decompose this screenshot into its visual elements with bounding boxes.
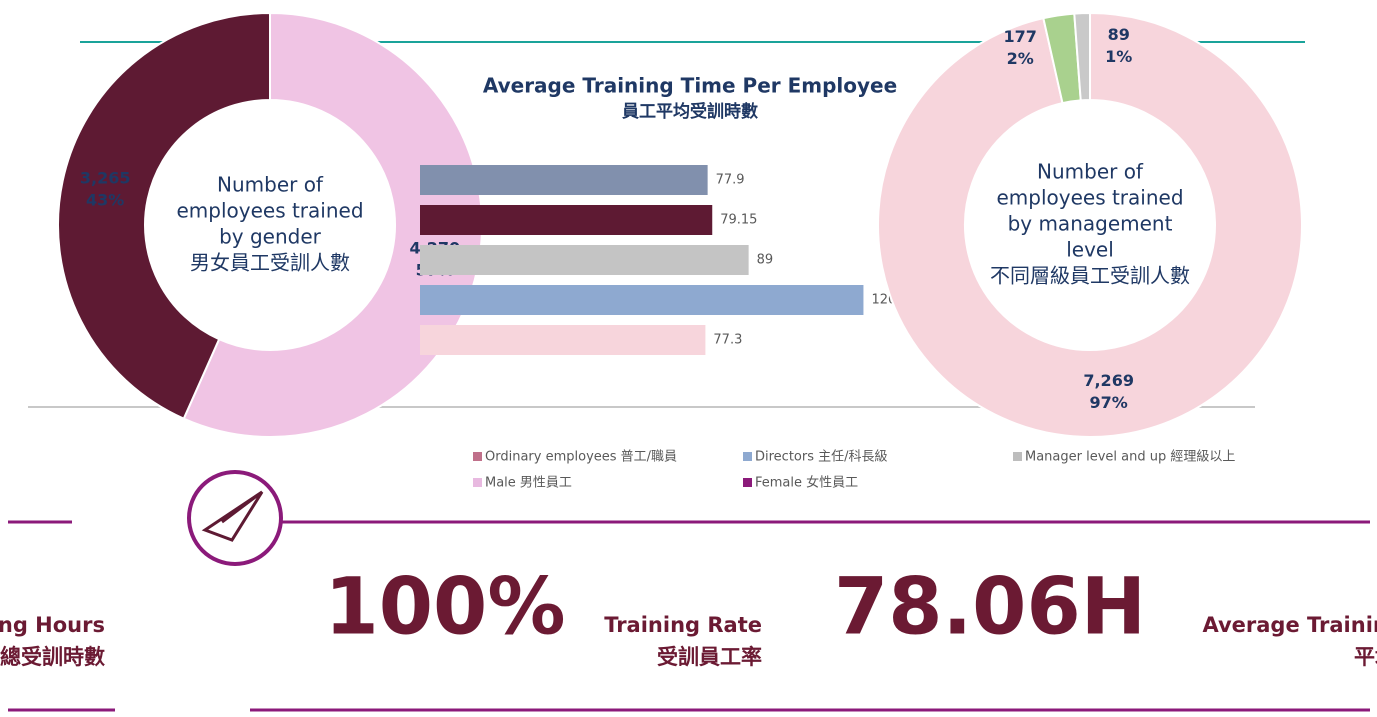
donut-slice [1073,11,1091,102]
kpi-label-zh: 平均受訓時數 [1354,645,1377,669]
donut-title: 不同層級員工受訓人數 [990,264,1190,288]
kpi-label: Training Rate [604,613,762,637]
donut-title: 男女員工受訓人數 [190,251,350,275]
kpi-label: Total Training Hours [0,613,105,637]
donut-title: employees trained [996,186,1183,210]
legend-swatch [473,452,482,461]
bar [420,205,713,235]
bar-value: 77.3 [713,333,742,348]
kpi-value: 100% [325,562,566,652]
donut-title: level [1066,238,1114,262]
legend-label: Ordinary employees 普工/職員 [485,450,677,465]
bar-subtitle: 員工平均受訓時數 [621,101,758,122]
legend-swatch [473,478,482,487]
bar [420,325,706,355]
legend-label: Male 男性員工 [485,476,572,491]
donut-title: Number of [1037,160,1144,184]
slice-value: 7,269 [1083,371,1134,390]
donut-title: employees trained [176,199,363,223]
kpi-label: Average Training Hours [1202,613,1377,637]
bar-title: Average Training Time Per Employee [483,74,897,98]
slice-value: 89 [1108,25,1130,44]
slice-value: 3,265 [80,168,131,187]
plane-icon [187,470,283,566]
bar-value: 89 [757,253,774,268]
legend-label: Manager level and up 經理級以上 [1025,450,1235,465]
legend-label: Directors 主任/科長級 [755,450,888,465]
legend-swatch [743,478,752,487]
legend-swatch [743,452,752,461]
bar [420,165,708,195]
bar-value: 79.15 [720,213,757,228]
donut-title: by gender [219,225,322,249]
bar-value: 77.9 [716,173,745,188]
donut-title: by management [1008,212,1173,236]
slice-share: 97% [1090,393,1128,412]
slice-share: 43% [86,190,124,209]
kpi-label-zh: 受訓員工率 [657,645,762,669]
donut-slice [57,11,271,420]
slice-value: 177 [1003,27,1036,46]
legend-label: Female 女性員工 [755,475,858,491]
donut-slice [877,11,1303,438]
legend-swatch [1013,452,1022,461]
kpi-value: 78.06H [834,562,1146,652]
donut-title: Number of [217,173,324,197]
bar [420,285,864,315]
slice-share: 1% [1105,47,1132,66]
donut-slice [182,11,483,438]
bar [420,245,749,275]
kpi-label-zh: 總受訓時數 [0,645,105,669]
slice-share: 2% [1007,49,1034,68]
